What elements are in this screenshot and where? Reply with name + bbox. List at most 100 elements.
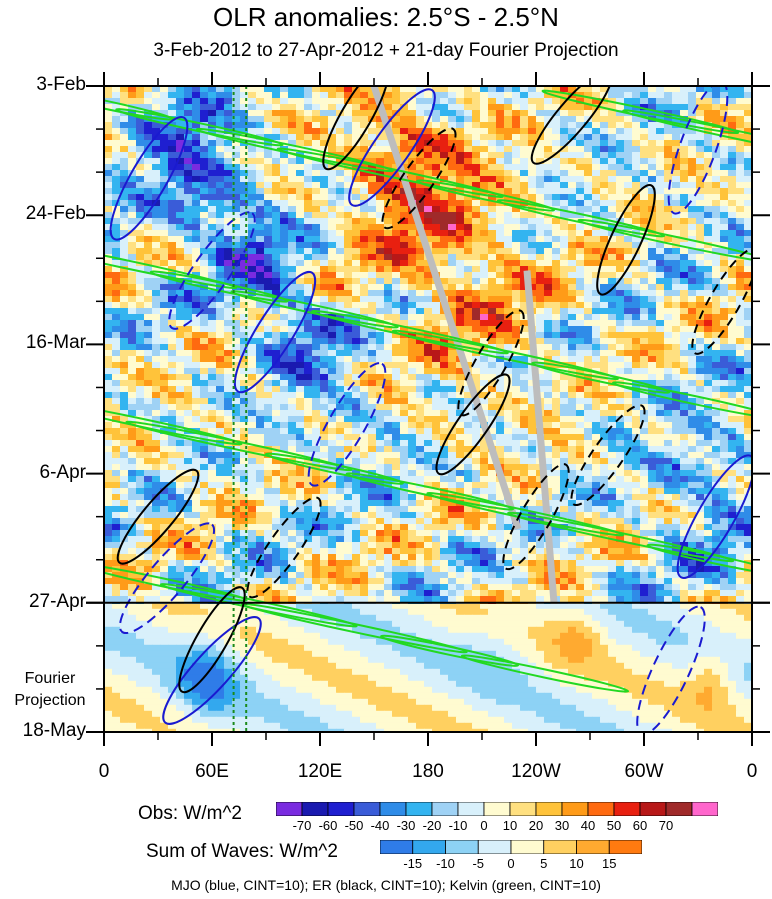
obs-cell [200, 344, 209, 351]
obs-cell [280, 176, 289, 183]
obs-cell [464, 128, 473, 135]
obs-cell [208, 266, 217, 273]
obs-cell [440, 314, 449, 321]
obs-cell [664, 116, 673, 123]
obs-cell [128, 158, 137, 165]
obs-cell [128, 122, 137, 129]
obs-cell [400, 326, 409, 333]
obs-cell [176, 242, 185, 249]
obs-cell [688, 398, 697, 405]
obs-cell [168, 236, 177, 243]
obs-cell [224, 446, 233, 453]
obs-cell [136, 428, 145, 435]
obs-cell [280, 248, 289, 255]
obs-cell [440, 452, 449, 459]
obs-cell [152, 254, 161, 261]
obs-cell [304, 158, 313, 165]
obs-cell [120, 374, 129, 381]
obs-cell [400, 434, 409, 441]
obs-cell [104, 242, 113, 249]
obs-cell [456, 194, 465, 201]
obs-cell [736, 110, 745, 117]
obs-cell [136, 230, 145, 237]
obs-cell [312, 134, 321, 141]
obs-cell [208, 140, 217, 147]
obs-cell [424, 122, 433, 129]
obs-cell [632, 320, 641, 327]
obs-cell [584, 440, 593, 447]
obs-cell [416, 278, 425, 285]
obs-cell [264, 320, 273, 327]
obs-cell [656, 362, 665, 369]
obs-cell [744, 338, 752, 345]
obs-cell [688, 410, 697, 417]
obs-cell [528, 170, 537, 177]
obs-cell [144, 230, 153, 237]
obs-cell [576, 314, 585, 321]
obs-cell [120, 398, 129, 405]
obs-cell [696, 152, 705, 159]
obs-cell [320, 344, 329, 351]
obs-cell [424, 446, 433, 453]
obs-cell [200, 392, 209, 399]
obs-cell [136, 224, 145, 231]
obs-cell [216, 296, 225, 303]
obs-cell [424, 92, 433, 99]
obs-cell [592, 380, 601, 387]
obs-cell [544, 170, 553, 177]
obs-cell [120, 158, 129, 165]
obs-cell [608, 314, 617, 321]
obs-cell [352, 152, 361, 159]
obs-cell [520, 428, 529, 435]
obs-cell [336, 164, 345, 171]
obs-cell [176, 206, 185, 213]
obs-cell [208, 392, 217, 399]
obs-cell [536, 86, 545, 93]
obs-cell [144, 422, 153, 429]
obs-cell [568, 86, 577, 93]
obs-cell [296, 344, 305, 351]
obs-cell [136, 368, 145, 375]
obs-cell [696, 416, 705, 423]
obs-cell [152, 152, 161, 159]
obs-cell [584, 152, 593, 159]
obs-cell [392, 176, 401, 183]
obs-cell [336, 206, 345, 213]
obs-cell [448, 98, 457, 105]
obs-cell [552, 248, 561, 255]
obs-cell [432, 164, 441, 171]
obs-cell [408, 416, 417, 423]
obs-cell [144, 242, 153, 249]
obs-cell [240, 122, 249, 129]
obs-cell [400, 284, 409, 291]
obs-cell [120, 368, 129, 375]
obs-cell [424, 158, 433, 165]
obs-cell [352, 362, 361, 369]
obs-cell [240, 356, 249, 363]
obs-cell [552, 116, 561, 123]
obs-cell [648, 254, 657, 261]
obs-cell [120, 122, 129, 129]
obs-cell [104, 164, 113, 171]
obs-cell [656, 320, 665, 327]
obs-cell [456, 416, 465, 423]
obs-cell [440, 272, 449, 279]
obs-cell [376, 452, 385, 459]
obs-cell [312, 248, 321, 255]
obs-cell [480, 224, 489, 231]
obs-cell [536, 386, 545, 393]
obs-cell [568, 170, 577, 177]
obs-cell [648, 398, 657, 405]
obs-cell [352, 434, 361, 441]
obs-cell [416, 254, 425, 261]
obs-cell [736, 392, 745, 399]
obs-cell [344, 350, 353, 357]
obs-cell [224, 296, 233, 303]
obs-cell [256, 176, 265, 183]
obs-cell [616, 200, 625, 207]
obs-cell [192, 392, 201, 399]
obs-cell [424, 320, 433, 327]
obs-cell [504, 224, 513, 231]
obs-cell [680, 386, 689, 393]
obs-cell [456, 362, 465, 369]
